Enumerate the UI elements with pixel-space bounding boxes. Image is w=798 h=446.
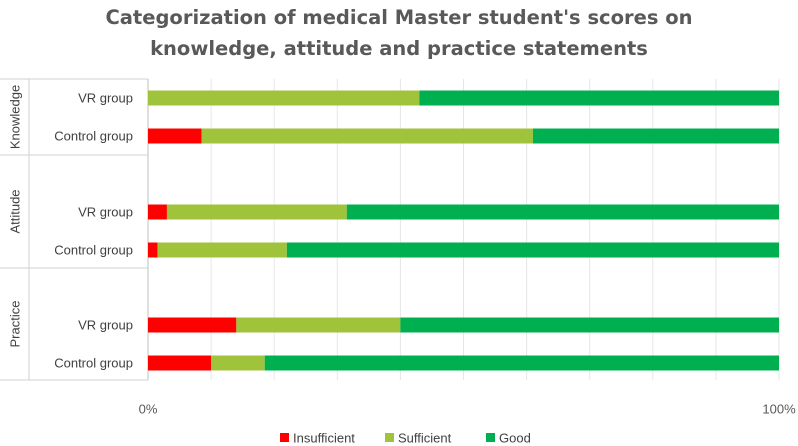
category-label: VR group	[78, 318, 133, 333]
x-tick-label: 0%	[139, 402, 158, 417]
legend-swatch-good	[486, 433, 495, 442]
bar-sufficient-knowledge-control	[201, 128, 533, 144]
chart-title-line-1: Categorization of medical Master student…	[105, 6, 693, 29]
category-label: Control group	[54, 129, 133, 144]
bar-good-practice-control	[264, 355, 779, 371]
x-tick-label: 100%	[762, 402, 796, 417]
chart-title: Categorization of medical Master student…	[0, 2, 798, 64]
bar-good-attitude-vr	[346, 204, 779, 220]
bar-good-attitude-control	[286, 242, 779, 258]
group-label-knowledge: Knowledge	[8, 85, 23, 149]
bar-sufficient-attitude-vr	[166, 204, 347, 220]
group-label-attitude: Attitude	[8, 189, 23, 233]
legend-label-insufficient: Insufficient	[293, 431, 355, 446]
group-label-practice: Practice	[8, 301, 23, 348]
bar-sufficient-knowledge-vr	[148, 90, 420, 106]
bar-good-knowledge-vr	[419, 90, 779, 106]
bar-insufficient-practice-control	[148, 355, 212, 371]
legend-label-good: Good	[499, 431, 531, 446]
legend-label-sufficient: Sufficient	[398, 431, 452, 446]
category-label: Control group	[54, 356, 133, 371]
bar-sufficient-practice-control	[211, 355, 265, 371]
bar-insufficient-practice-vr	[148, 317, 237, 333]
category-label: VR group	[78, 205, 133, 220]
bar-insufficient-attitude-control	[148, 242, 158, 258]
bar-sufficient-attitude-control	[157, 242, 287, 258]
bar-sufficient-practice-vr	[236, 317, 401, 333]
bar-good-knowledge-control	[532, 128, 779, 144]
category-label: Control group	[54, 243, 133, 258]
bar-insufficient-attitude-vr	[148, 204, 167, 220]
legend-swatch-sufficient	[385, 433, 394, 442]
chart-title-line-2: knowledge, attitude and practice stateme…	[150, 37, 648, 60]
category-label: VR group	[78, 91, 133, 106]
legend-swatch-insufficient	[280, 433, 289, 442]
bar-insufficient-knowledge-control	[148, 128, 202, 144]
bar-good-practice-vr	[400, 317, 779, 333]
